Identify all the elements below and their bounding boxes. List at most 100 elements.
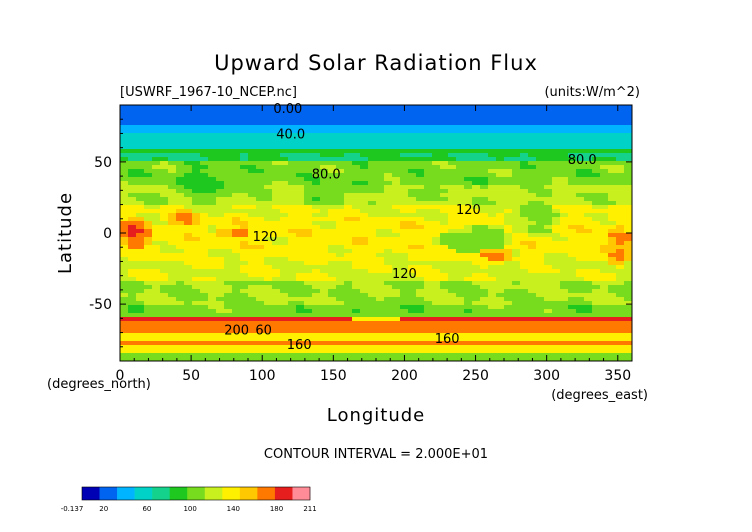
heat-cell xyxy=(240,261,249,266)
heat-cell xyxy=(208,221,217,226)
heat-cell xyxy=(624,165,633,170)
heat-cell xyxy=(608,133,617,138)
heat-cell xyxy=(400,233,409,238)
heat-cell xyxy=(472,317,481,322)
heat-cell xyxy=(504,301,513,306)
heat-cell xyxy=(584,329,593,334)
heat-cell xyxy=(488,345,497,350)
heat-cell xyxy=(552,345,561,350)
heat-cell xyxy=(248,353,257,358)
heat-cell xyxy=(512,293,521,298)
heat-cell xyxy=(400,145,409,150)
heat-cell xyxy=(216,177,225,182)
heat-cell xyxy=(488,133,497,138)
heat-cell xyxy=(192,313,201,318)
heat-cell xyxy=(336,221,345,226)
heat-cell xyxy=(264,281,273,286)
contour-label: 80.0 xyxy=(568,153,597,168)
heat-cell xyxy=(616,325,625,330)
heat-cell xyxy=(424,273,433,278)
heat-cell xyxy=(520,281,529,286)
heat-cell xyxy=(568,257,577,262)
heat-cell xyxy=(344,333,353,338)
heat-cell xyxy=(232,149,241,154)
heat-cell xyxy=(128,173,137,178)
heat-cell xyxy=(512,181,521,186)
heat-cell xyxy=(616,293,625,298)
heat-cell xyxy=(352,353,361,358)
heat-cell xyxy=(584,237,593,242)
heat-cell xyxy=(424,245,433,250)
heat-cell xyxy=(520,117,529,122)
heat-cell xyxy=(264,121,273,126)
heat-cell xyxy=(312,253,321,258)
heat-cell xyxy=(552,261,561,266)
heat-cell xyxy=(208,245,217,250)
heat-cell xyxy=(384,329,393,334)
heat-cell xyxy=(144,125,153,130)
heat-cell xyxy=(472,309,481,314)
heat-cell xyxy=(424,309,433,314)
x-axis-label: Longitude xyxy=(327,405,426,426)
heat-cell xyxy=(592,309,601,314)
heat-cell xyxy=(608,105,617,110)
heat-cell xyxy=(512,185,521,190)
heat-cell xyxy=(216,245,225,250)
heat-cell xyxy=(176,269,185,274)
heat-cell xyxy=(280,237,289,242)
heat-cell xyxy=(384,305,393,310)
heat-cell xyxy=(224,289,233,294)
heat-cell xyxy=(312,109,321,114)
heat-cell xyxy=(344,105,353,110)
heat-cell xyxy=(512,201,521,206)
heat-cell xyxy=(312,257,321,262)
heat-cell xyxy=(160,301,169,306)
heat-cell xyxy=(544,213,553,218)
heat-cell xyxy=(464,341,473,346)
heat-cell xyxy=(568,293,577,298)
heat-cell xyxy=(560,321,569,326)
heat-cell xyxy=(184,197,193,202)
heat-cell xyxy=(184,281,193,286)
heat-cell xyxy=(512,161,521,166)
heat-cell xyxy=(608,141,617,146)
heat-cell xyxy=(272,225,281,230)
heat-cell xyxy=(336,305,345,310)
heat-cell xyxy=(280,173,289,178)
heat-cell xyxy=(264,341,273,346)
heat-cell xyxy=(472,105,481,110)
heat-cell xyxy=(592,233,601,238)
heat-cell xyxy=(224,269,233,274)
heat-cell xyxy=(312,273,321,278)
heat-cell xyxy=(128,141,137,146)
heat-cell xyxy=(272,325,281,330)
heat-cell xyxy=(168,265,177,270)
heat-cell xyxy=(184,329,193,334)
heat-cell xyxy=(152,309,161,314)
heat-cell xyxy=(216,249,225,254)
heat-cell xyxy=(168,169,177,174)
heat-cell xyxy=(304,217,313,222)
heat-cell xyxy=(512,337,521,342)
heat-cell xyxy=(384,169,393,174)
heat-cell xyxy=(352,229,361,234)
heat-cell xyxy=(368,153,377,158)
heat-cell xyxy=(440,317,449,322)
heat-cell xyxy=(192,301,201,306)
heat-cell xyxy=(512,133,521,138)
heat-cell xyxy=(560,193,569,198)
heat-cell xyxy=(320,189,329,194)
heat-cell xyxy=(120,329,129,334)
heat-cell xyxy=(456,105,465,110)
heat-cell xyxy=(256,213,265,218)
heat-cell xyxy=(192,329,201,334)
heat-cell xyxy=(584,169,593,174)
heat-cell xyxy=(160,185,169,190)
heat-cell xyxy=(600,305,609,310)
heat-cell xyxy=(520,149,529,154)
heat-cell xyxy=(200,105,209,110)
heat-cell xyxy=(224,221,233,226)
heat-cell xyxy=(560,317,569,322)
heat-cell xyxy=(544,265,553,270)
heat-cell xyxy=(264,257,273,262)
